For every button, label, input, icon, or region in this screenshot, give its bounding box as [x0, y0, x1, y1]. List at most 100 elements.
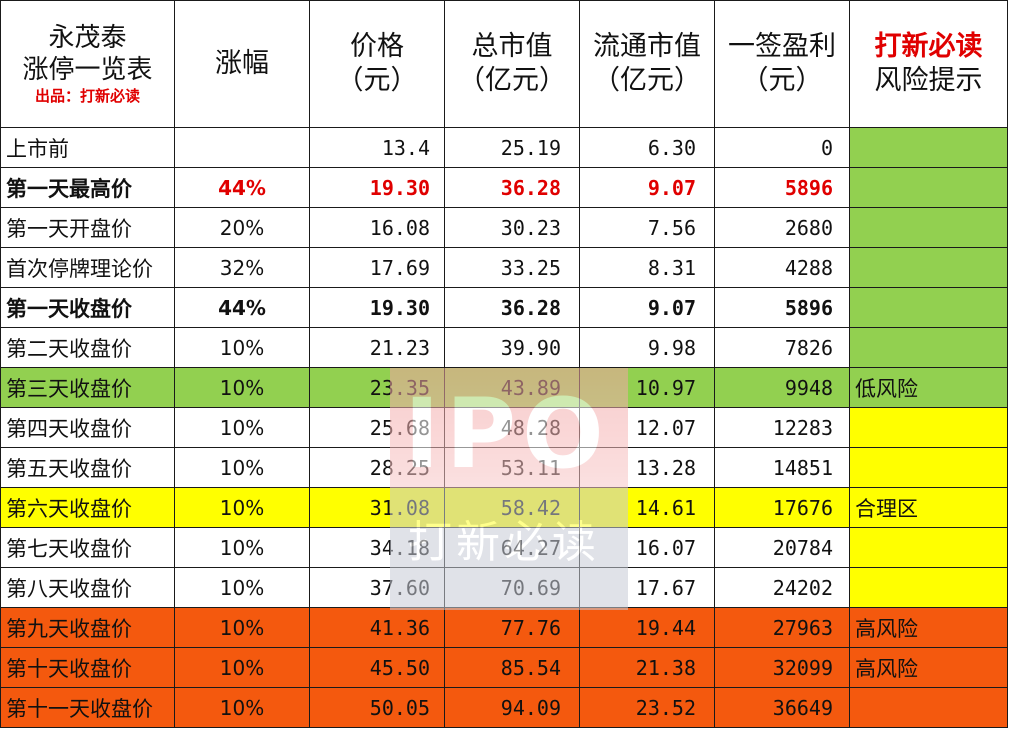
- table-row-low-risk: 第三天收盘价 10% 23.35 43.89 10.97 9948 低风险: [0, 367, 1008, 408]
- table-title-line2: 涨停一览表: [22, 55, 153, 85]
- col-header-risk: 打新必读 风险提示: [849, 0, 1008, 128]
- cell-change: 10%: [174, 327, 310, 368]
- cell-market-cap: 58.42: [444, 487, 580, 528]
- cell-change: 10%: [174, 487, 310, 528]
- cell-profit: 17676: [714, 487, 850, 528]
- cell-price: 23.35: [309, 367, 445, 408]
- cell-risk: [849, 207, 1008, 248]
- cell-profit: 12283: [714, 407, 850, 448]
- cell-price: 41.36: [309, 607, 445, 648]
- cell-float-cap: 17.67: [579, 567, 715, 608]
- cell-float-cap: 9.07: [579, 167, 715, 208]
- table-row-reasonable: 第六天收盘价 10% 31.08 58.42 14.61 17676 合理区: [0, 487, 1008, 528]
- table-title-line1: 永茂泰: [48, 23, 127, 53]
- cell-risk: 高风险: [849, 647, 1008, 688]
- cell-change: 10%: [174, 607, 310, 648]
- col-header-float-cap: 流通市值 （亿元）: [579, 0, 715, 128]
- row-label: 第五天收盘价: [0, 447, 175, 488]
- cell-float-cap: 6.30: [579, 127, 715, 168]
- cell-market-cap: 33.25: [444, 247, 580, 288]
- cell-risk: 合理区: [849, 487, 1008, 528]
- row-label: 上市前: [0, 127, 175, 168]
- cell-risk: [849, 527, 1008, 568]
- row-label: 第七天收盘价: [0, 527, 175, 568]
- row-label: 第八天收盘价: [0, 567, 175, 608]
- cell-float-cap: 23.52: [579, 687, 715, 728]
- row-label: 第四天收盘价: [0, 407, 175, 448]
- cell-change: 32%: [174, 247, 310, 288]
- cell-risk: [849, 687, 1008, 728]
- cell-change: 44%: [174, 287, 310, 328]
- row-label: 第六天收盘价: [0, 487, 175, 528]
- table-row: 第一天最高价 44% 19.30 36.28 9.07 5896: [0, 167, 1008, 208]
- table-row: 第一天收盘价 44% 19.30 36.28 9.07 5896: [0, 287, 1008, 328]
- row-label: 首次停牌理论价: [0, 247, 175, 288]
- cell-market-cap: 94.09: [444, 687, 580, 728]
- cell-change: 10%: [174, 527, 310, 568]
- cell-price: 31.08: [309, 487, 445, 528]
- cell-risk: 高风险: [849, 607, 1008, 648]
- cell-change: 10%: [174, 687, 310, 728]
- cell-risk: [849, 127, 1008, 168]
- cell-profit: 4288: [714, 247, 850, 288]
- cell-profit: 14851: [714, 447, 850, 488]
- row-label: 第二天收盘价: [0, 327, 175, 368]
- table-row-high-risk: 第十一天收盘价 10% 50.05 94.09 23.52 36649: [0, 687, 1008, 728]
- cell-profit: 32099: [714, 647, 850, 688]
- cell-profit: 9948: [714, 367, 850, 408]
- cell-profit: 0: [714, 127, 850, 168]
- cell-float-cap: 14.61: [579, 487, 715, 528]
- cell-float-cap: 13.28: [579, 447, 715, 488]
- cell-risk: [849, 247, 1008, 288]
- cell-float-cap: 9.98: [579, 327, 715, 368]
- cell-risk: 低风险: [849, 367, 1008, 408]
- cell-float-cap: 9.07: [579, 287, 715, 328]
- cell-risk: [849, 407, 1008, 448]
- cell-profit: 2680: [714, 207, 850, 248]
- cell-price: 25.68: [309, 407, 445, 448]
- row-label: 第九天收盘价: [0, 607, 175, 648]
- cell-float-cap: 19.44: [579, 607, 715, 648]
- cell-price: 16.08: [309, 207, 445, 248]
- cell-change: 44%: [174, 167, 310, 208]
- row-label: 第十天收盘价: [0, 647, 175, 688]
- cell-profit: 24202: [714, 567, 850, 608]
- cell-float-cap: 16.07: [579, 527, 715, 568]
- table-row: 第八天收盘价 10% 37.60 70.69 17.67 24202: [0, 567, 1008, 608]
- cell-change: [174, 127, 310, 168]
- cell-price: 19.30: [309, 287, 445, 328]
- cell-price: 37.60: [309, 567, 445, 608]
- cell-profit: 20784: [714, 527, 850, 568]
- cell-change: 10%: [174, 647, 310, 688]
- cell-risk: [849, 287, 1008, 328]
- cell-float-cap: 7.56: [579, 207, 715, 248]
- cell-price: 45.50: [309, 647, 445, 688]
- cell-profit: 7826: [714, 327, 850, 368]
- cell-market-cap: 36.28: [444, 167, 580, 208]
- cell-price: 17.69: [309, 247, 445, 288]
- col-header-market-cap: 总市值 （亿元）: [444, 0, 580, 128]
- table-row: 第五天收盘价 10% 28.25 53.11 13.28 14851: [0, 447, 1008, 488]
- cell-market-cap: 53.11: [444, 447, 580, 488]
- cell-market-cap: 85.54: [444, 647, 580, 688]
- row-label: 第一天收盘价: [0, 287, 175, 328]
- col-header-profit: 一签盈利 （元）: [714, 0, 850, 128]
- cell-price: 34.18: [309, 527, 445, 568]
- table-row: 第四天收盘价 10% 25.68 48.28 12.07 12283: [0, 407, 1008, 448]
- cell-change: 10%: [174, 447, 310, 488]
- cell-profit: 5896: [714, 287, 850, 328]
- cell-price: 13.4: [309, 127, 445, 168]
- cell-market-cap: 39.90: [444, 327, 580, 368]
- cell-market-cap: 36.28: [444, 287, 580, 328]
- col-header-change: 涨幅: [174, 0, 310, 128]
- cell-market-cap: 43.89: [444, 367, 580, 408]
- cell-change: 20%: [174, 207, 310, 248]
- cell-risk: [849, 167, 1008, 208]
- table-row: 首次停牌理论价 32% 17.69 33.25 8.31 4288: [0, 247, 1008, 288]
- cell-profit: 36649: [714, 687, 850, 728]
- cell-price: 19.30: [309, 167, 445, 208]
- table-row: 第一天开盘价 20% 16.08 30.23 7.56 2680: [0, 207, 1008, 248]
- cell-market-cap: 70.69: [444, 567, 580, 608]
- cell-float-cap: 21.38: [579, 647, 715, 688]
- cell-market-cap: 77.76: [444, 607, 580, 648]
